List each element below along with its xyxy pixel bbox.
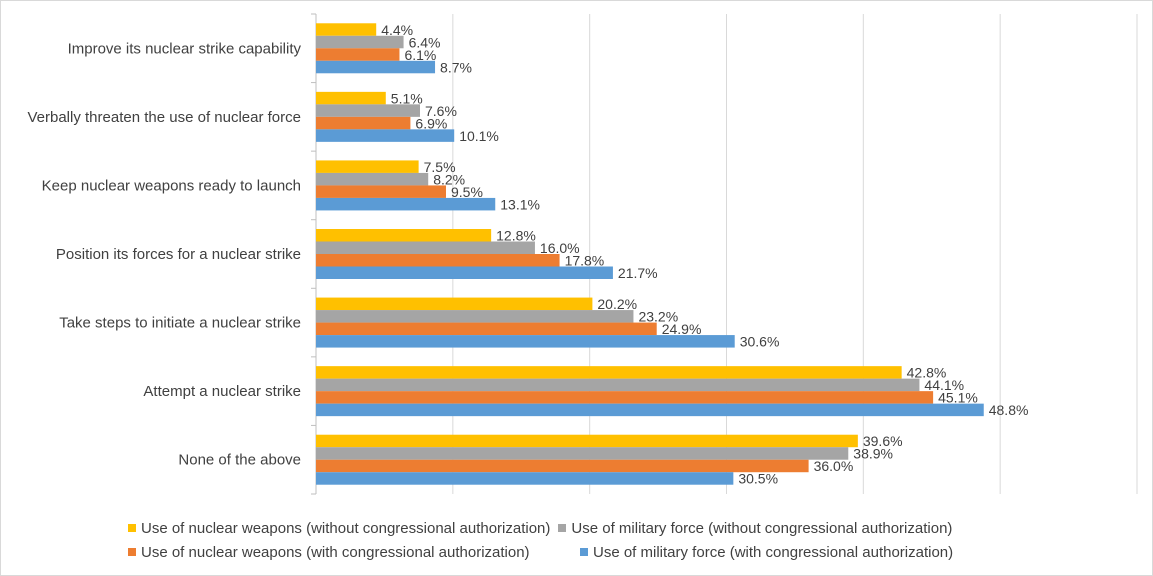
data-label: 12.8%	[496, 228, 536, 244]
data-label: 45.1%	[938, 390, 978, 406]
legend-swatch-icon	[558, 524, 567, 532]
data-label: 48.8%	[989, 402, 1029, 418]
data-label: 20.2%	[597, 296, 637, 312]
bar	[316, 254, 560, 267]
legend-row-2: Use of nuclear weapons (with congression…	[128, 540, 1028, 564]
bar	[316, 391, 934, 404]
data-label: 42.8%	[907, 365, 947, 381]
legend: Use of nuclear weapons (without congress…	[128, 516, 1028, 564]
category-label: Improve its nuclear strike capability	[68, 40, 302, 57]
legend-label: Use of military force (without congressi…	[571, 519, 953, 537]
data-label: 23.2%	[638, 309, 678, 325]
category-label: Position its forces for a nuclear strike	[56, 246, 301, 263]
data-label: 36.0%	[814, 458, 854, 474]
legend-row-1: Use of nuclear weapons (without congress…	[128, 516, 1028, 540]
bar	[316, 366, 902, 379]
data-label: 30.5%	[738, 471, 778, 487]
data-label: 24.9%	[662, 321, 702, 337]
bar	[316, 23, 377, 36]
bar	[316, 172, 429, 186]
data-label: 39.6%	[863, 433, 903, 449]
legend-item-0: Use of nuclear weapons (without congress…	[128, 520, 550, 537]
bar	[316, 322, 657, 336]
data-label: 9.5%	[451, 184, 483, 200]
bar	[316, 35, 404, 49]
legend-item-3: Use of military force (with congressiona…	[580, 544, 953, 561]
data-label: 8.7%	[440, 59, 472, 75]
data-label: 6.4%	[409, 34, 441, 50]
data-label: 38.9%	[853, 446, 893, 462]
bar	[316, 48, 400, 61]
data-label: 6.9%	[415, 115, 447, 131]
bar	[316, 472, 734, 485]
bar	[316, 229, 492, 242]
category-label: Attempt a nuclear strike	[143, 383, 301, 400]
legend-label: Use of nuclear weapons (with congression…	[141, 543, 530, 561]
bar	[316, 197, 496, 211]
data-label: 4.4%	[381, 22, 413, 38]
category-label: Keep nuclear weapons ready to launch	[42, 177, 301, 194]
data-label: 16.0%	[540, 240, 580, 256]
data-label: 10.1%	[459, 128, 499, 144]
bar	[316, 129, 455, 142]
bar	[316, 185, 446, 198]
bar	[316, 378, 920, 392]
data-label: 44.1%	[924, 377, 964, 393]
category-label: Verbally threaten the use of nuclear for…	[27, 109, 301, 126]
category-label: Take steps to initiate a nuclear strike	[59, 315, 301, 332]
legend-swatch-icon	[128, 548, 136, 556]
bar	[316, 91, 386, 105]
category-label: None of the above	[178, 452, 301, 469]
data-label: 5.1%	[391, 90, 423, 106]
data-label: 30.6%	[740, 334, 780, 350]
legend-swatch-icon	[128, 524, 136, 532]
bar	[316, 266, 613, 279]
bar	[316, 297, 593, 311]
bar	[316, 60, 436, 74]
data-label: 7.5%	[424, 159, 456, 175]
bar	[316, 160, 419, 173]
data-label: 17.8%	[565, 253, 605, 269]
data-label: 21.7%	[618, 265, 658, 281]
bar	[316, 434, 858, 448]
bar	[316, 116, 411, 130]
data-label: 8.2%	[433, 171, 465, 187]
data-label: 7.6%	[425, 103, 457, 119]
legend-label: Use of nuclear weapons (without congress…	[141, 519, 551, 537]
bar	[316, 335, 735, 348]
legend-item-1: Use of military force (without congressi…	[558, 520, 952, 537]
legend-swatch-icon	[580, 548, 588, 556]
bar	[316, 403, 984, 417]
data-label: 13.1%	[500, 196, 540, 212]
bar	[316, 104, 420, 117]
bar	[316, 459, 809, 473]
bar	[316, 241, 535, 254]
data-label: 6.1%	[404, 47, 436, 63]
bar	[316, 310, 634, 323]
legend-label: Use of military force (with congressiona…	[593, 543, 954, 561]
legend-item-2: Use of nuclear weapons (with congression…	[128, 544, 580, 561]
bar	[316, 447, 849, 460]
